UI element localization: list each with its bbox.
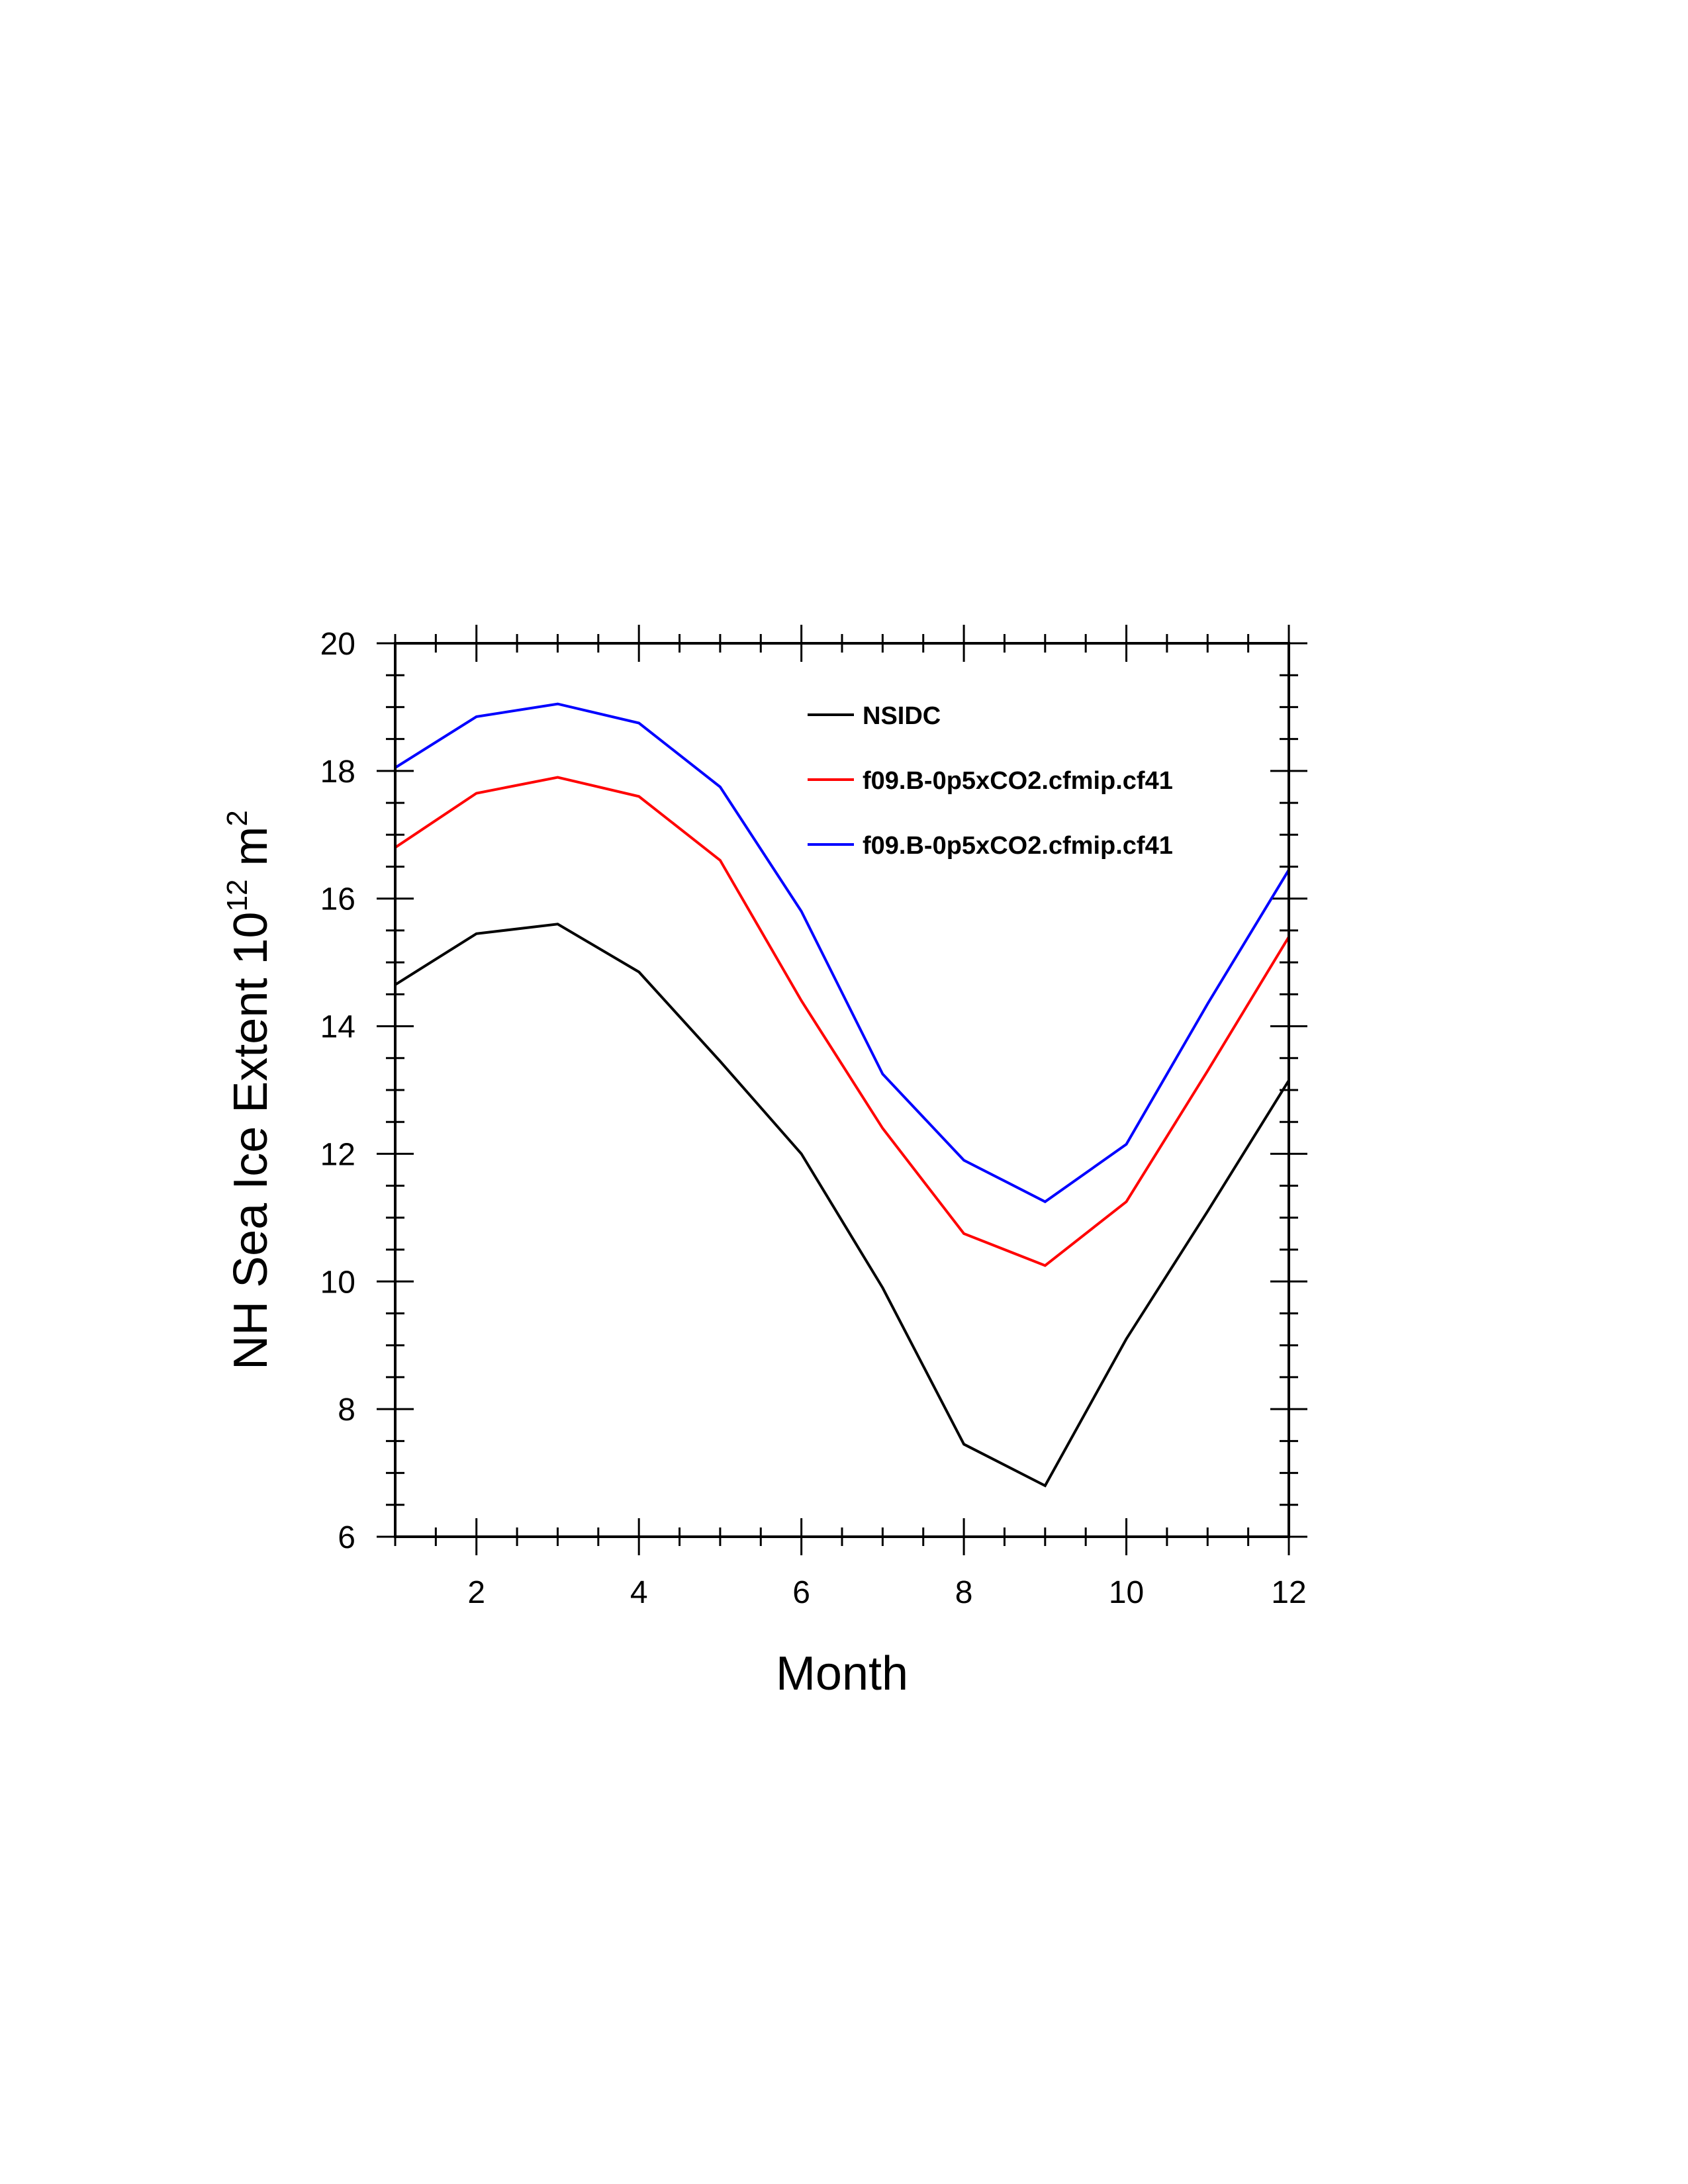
y-axis-title: NH Sea Ice Extent 1012 m2 bbox=[221, 810, 277, 1370]
x-tick-labels: 2 4 6 8 10 12 bbox=[467, 1575, 1306, 1610]
legend: NSIDC f09.B-0p5xCO2.cfmip.cf41 f09.B-0p5xC… bbox=[808, 702, 1173, 860]
series-lines bbox=[394, 702, 1290, 1488]
x-tick-label: 12 bbox=[1271, 1575, 1306, 1610]
y-tick-label: 6 bbox=[338, 1520, 355, 1555]
x-tick-label: 8 bbox=[955, 1575, 973, 1610]
y-tick-label: 20 bbox=[320, 627, 355, 662]
x-tick-label: 2 bbox=[467, 1575, 485, 1610]
x-tick-label: 10 bbox=[1109, 1575, 1144, 1610]
x-tick-label: 4 bbox=[630, 1575, 648, 1610]
y-axis-title-sup2: 2 bbox=[221, 810, 254, 826]
y-tick-label: 18 bbox=[320, 754, 355, 790]
y-axis-title-main: NH Sea Ice Extent 10 bbox=[224, 912, 277, 1370]
y-tick-label: 12 bbox=[320, 1137, 355, 1172]
series-line-1 bbox=[394, 923, 1290, 1488]
x-tick-label: 6 bbox=[792, 1575, 810, 1610]
plot-frame bbox=[394, 642, 1290, 1538]
legend-label: f09.B-0p5xCO2.cfmip.cf41 bbox=[863, 832, 1173, 860]
y-tick-label: 8 bbox=[338, 1392, 355, 1428]
y-axis-title-unit: m bbox=[224, 827, 277, 880]
y-tick-label: 10 bbox=[320, 1265, 355, 1300]
series-line-2 bbox=[394, 776, 1290, 1267]
legend-label: f09.B-0p5xCO2.cfmip.cf41 bbox=[863, 767, 1173, 795]
y-tick-label: 16 bbox=[320, 882, 355, 917]
y-tick-labels: 6 8 10 12 14 16 18 20 bbox=[320, 627, 355, 1555]
x-axis-title: Month bbox=[776, 1647, 908, 1700]
y-axis-title-sup1: 12 bbox=[221, 880, 254, 912]
y-tick-label: 14 bbox=[320, 1010, 355, 1045]
axis-ticks bbox=[377, 625, 1307, 1555]
series-line-3 bbox=[394, 702, 1290, 1204]
legend-label: NSIDC bbox=[863, 702, 941, 730]
